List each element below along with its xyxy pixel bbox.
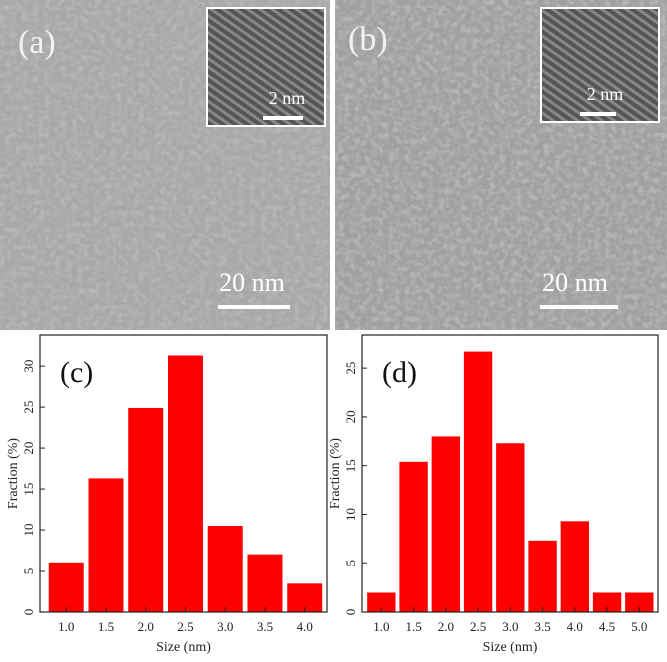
tem-image-b: 2 nm (b) 20 nm xyxy=(335,0,667,330)
x-tick-label: 4.5 xyxy=(599,619,615,634)
y-tick-label: 10 xyxy=(21,524,36,537)
bar xyxy=(207,525,243,612)
x-tick-label: 2.5 xyxy=(470,619,486,634)
x-tick-label: 5.0 xyxy=(631,619,647,634)
inset-scale-label: 2 nm xyxy=(269,88,306,108)
y-tick-label: 5 xyxy=(343,560,358,567)
y-tick-label: 15 xyxy=(343,459,358,472)
x-tick-label: 4.0 xyxy=(567,619,583,634)
scale-label: 20 nm xyxy=(542,268,608,297)
bar xyxy=(496,443,525,612)
y-tick-label: 20 xyxy=(343,410,358,423)
bar xyxy=(625,592,654,612)
x-tick-label: 2.0 xyxy=(138,619,154,634)
y-tick-label: 0 xyxy=(343,609,358,616)
y-tick-label: 0 xyxy=(21,609,36,616)
bar xyxy=(48,562,84,612)
image-label: (b) xyxy=(348,21,388,58)
axes-frame xyxy=(39,334,328,613)
bar xyxy=(592,592,622,612)
x-tick-label: 2.5 xyxy=(177,619,193,634)
bar xyxy=(560,521,589,612)
y-tick-label: 25 xyxy=(21,401,36,414)
x-tick-label: 1.0 xyxy=(58,619,74,634)
inset-scale-label: 2 nm xyxy=(587,84,624,104)
x-axis-label: Size (nm) xyxy=(483,640,538,655)
bar xyxy=(128,407,164,612)
x-tick-label: 3.5 xyxy=(257,619,273,634)
panel-label: (d) xyxy=(382,356,417,389)
panel-label: (c) xyxy=(60,356,93,389)
x-tick-label: 3.5 xyxy=(534,619,550,634)
y-tick-label: 10 xyxy=(343,508,358,521)
y-tick-label: 5 xyxy=(21,568,36,575)
x-tick-label: 3.0 xyxy=(502,619,518,634)
x-tick-label: 3.0 xyxy=(217,619,233,634)
histogram: 0 5 10 15 20 25 30 1.0 1.5 2.0 2.5 3.0 3.5 4.0 Size (n… xyxy=(6,334,328,655)
y-tick-label: 20 xyxy=(21,442,36,455)
bar xyxy=(463,351,493,612)
x-tick-label: 4.0 xyxy=(297,619,313,634)
y-tick-label: 25 xyxy=(343,362,358,375)
y-axis-label: Fraction (%) xyxy=(328,438,343,509)
y-tick-label: 15 xyxy=(21,483,36,496)
bar xyxy=(528,540,557,612)
histogram: 0 5 10 15 20 25 1.0 1.5 2.0 2.5 3.0 3.5 4.0 4.5 5.0 Siz… xyxy=(328,334,659,655)
bar xyxy=(399,461,428,612)
bar xyxy=(367,592,396,612)
tem-image-a: 2 nm (a) 20 nm xyxy=(0,0,330,330)
x-tick-label: 1.0 xyxy=(373,619,389,634)
bar xyxy=(431,436,461,612)
y-axis-label: Fraction (%) xyxy=(6,438,21,509)
image-label: (a) xyxy=(18,24,56,61)
x-axis-label: Size (nm) xyxy=(156,640,211,655)
bar xyxy=(247,554,283,612)
x-tick-label: 1.5 xyxy=(98,619,114,634)
x-tick-label: 2.0 xyxy=(438,619,454,634)
x-tick-label: 1.5 xyxy=(405,619,421,634)
bar xyxy=(88,478,124,612)
scale-label: 20 nm xyxy=(219,268,285,297)
y-tick-label: 30 xyxy=(21,360,36,373)
bar xyxy=(167,355,203,612)
